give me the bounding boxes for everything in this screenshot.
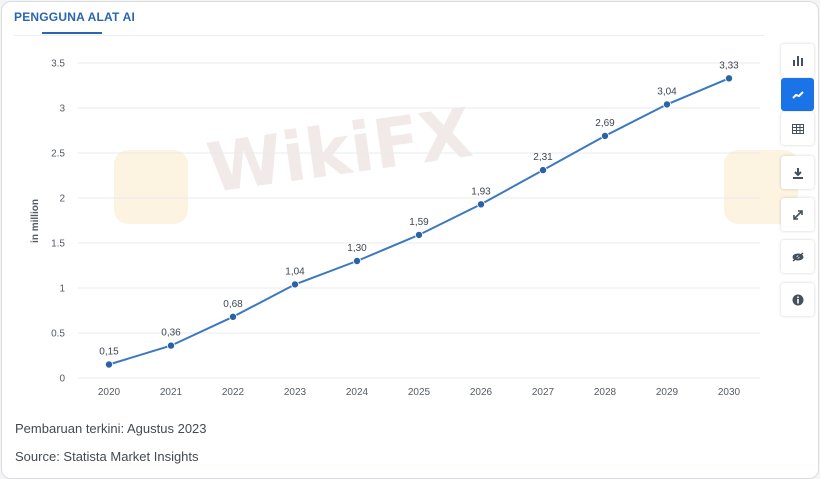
chart-tab-title[interactable]: PENGGUNA ALAT AI: [14, 10, 135, 24]
table-button[interactable]: [781, 112, 814, 145]
y-axis-ticks: 0 0.5 1 1.5 2 2.5 3 3.5: [51, 59, 65, 385]
data-label: 3,04: [657, 86, 677, 97]
bar-chart-button[interactable]: [781, 44, 814, 77]
fullscreen-button[interactable]: [781, 198, 814, 231]
data-points: [105, 74, 734, 369]
y-tick-label: 2.5: [51, 149, 65, 160]
data-point[interactable]: [352, 256, 361, 265]
line-chart-icon: [791, 90, 804, 99]
y-tick-label: 3.5: [51, 59, 65, 70]
x-tick-label: 2030: [718, 387, 741, 398]
fullscreen-icon: [792, 209, 803, 220]
info-icon: [792, 294, 803, 305]
hide-button[interactable]: [781, 240, 814, 273]
x-tick-label: 2027: [532, 387, 555, 398]
line-chart: 00.511.522.533.5 2020 2021 2022 2023 2024 202…: [30, 59, 760, 398]
data-point[interactable]: [601, 131, 610, 140]
bar-chart-icon: [792, 56, 803, 66]
data-label: 2,31: [533, 152, 553, 163]
data-point[interactable]: [476, 200, 485, 209]
tab-underline: [42, 32, 102, 34]
data-label: 1,04: [285, 266, 305, 277]
data-label: 1,59: [409, 217, 429, 228]
data-label: 0,36: [161, 328, 181, 339]
data-label: 3,33: [719, 60, 739, 71]
table-icon: [791, 123, 804, 134]
data-label: 2,69: [595, 118, 615, 129]
data-label: 1,93: [471, 186, 491, 197]
hide-icon: [792, 251, 803, 262]
x-tick-label: 2022: [222, 387, 245, 398]
x-tick-label: 2029: [656, 387, 679, 398]
y-tick-label: 2: [59, 194, 65, 205]
data-label: 0,68: [223, 299, 243, 310]
line-chart-button[interactable]: [781, 78, 814, 111]
y-axis-label: in million: [30, 199, 41, 243]
x-tick-label: 2020: [98, 387, 121, 398]
source-text[interactable]: Source: Statista Market Insights: [15, 449, 199, 464]
data-point[interactable]: [414, 230, 423, 239]
x-tick-label: 2025: [408, 387, 431, 398]
y-tick-label: 1: [59, 284, 65, 295]
x-axis-ticks: 2020 2021 2022 2023 2024 2025 2026 2027 2028 2029…: [98, 387, 741, 398]
data-label: 1,30: [347, 243, 367, 254]
y-tick-label: 0.5: [51, 329, 65, 340]
x-tick-label: 2026: [470, 387, 493, 398]
data-label: 0,15: [99, 347, 119, 358]
data-point[interactable]: [228, 312, 237, 321]
data-point[interactable]: [105, 360, 114, 369]
x-tick-label: 2021: [160, 387, 183, 398]
download-button[interactable]: [781, 156, 814, 189]
download-icon: [792, 167, 803, 179]
data-point[interactable]: [663, 100, 672, 109]
tab-divider: [14, 35, 764, 36]
data-point[interactable]: [725, 74, 734, 83]
y-tick-label: 1.5: [51, 239, 65, 250]
data-point[interactable]: [166, 341, 175, 350]
gridlines: [78, 62, 760, 379]
y-tick-label: 3: [59, 104, 65, 115]
x-tick-label: 2028: [594, 387, 617, 398]
last-updated-text: Pembaruan terkini: Agustus 2023: [15, 421, 207, 436]
info-button[interactable]: [781, 283, 814, 316]
x-tick-label: 2023: [284, 387, 307, 398]
x-tick-label: 2024: [346, 387, 369, 398]
data-labels: 0,15 0,36 0,68 1,04 1,30 1,59 1,93 2,31 2,69 3,04…: [99, 60, 739, 357]
data-point[interactable]: [290, 280, 299, 289]
data-point[interactable]: [539, 166, 548, 175]
watermark-logo-left: [114, 150, 188, 224]
y-tick-label: 0: [59, 374, 65, 385]
